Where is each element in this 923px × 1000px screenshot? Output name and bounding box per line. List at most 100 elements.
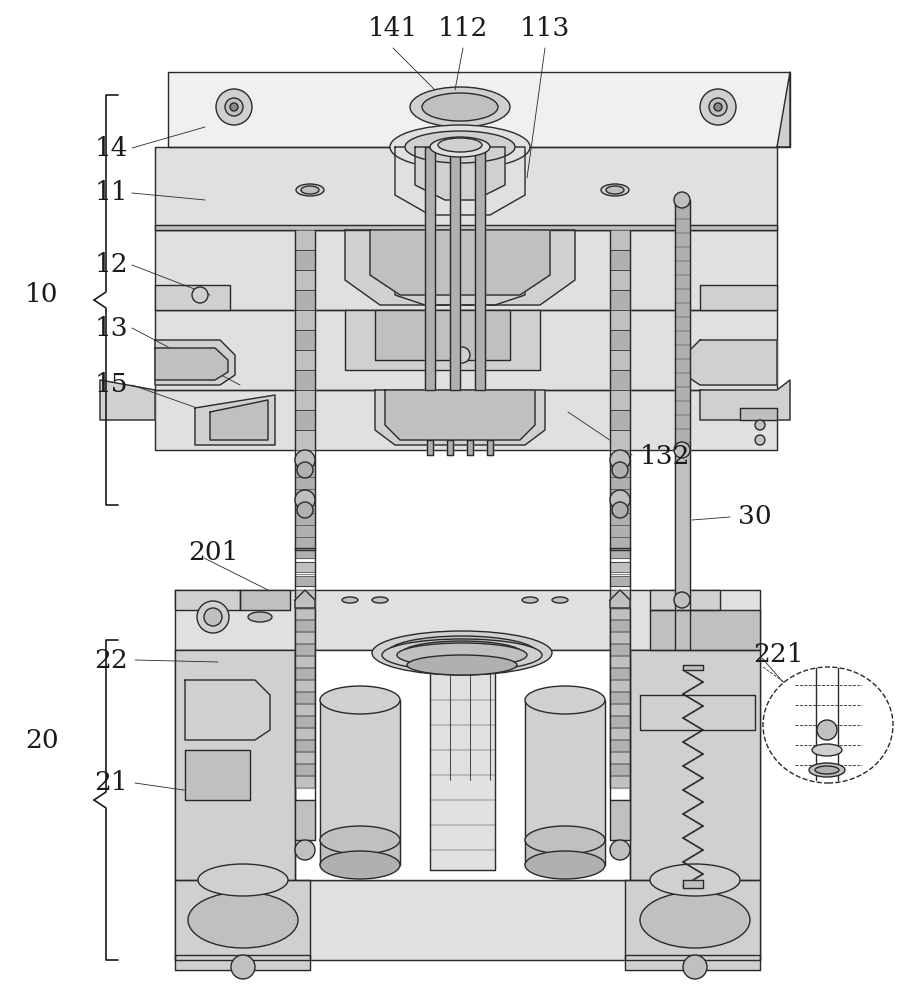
- Text: 11: 11: [94, 180, 128, 206]
- Polygon shape: [610, 390, 630, 410]
- Ellipse shape: [198, 864, 288, 896]
- Polygon shape: [740, 408, 777, 420]
- Circle shape: [755, 420, 765, 430]
- Ellipse shape: [430, 137, 490, 157]
- Polygon shape: [610, 460, 630, 550]
- Ellipse shape: [405, 131, 515, 163]
- Ellipse shape: [320, 851, 400, 879]
- Polygon shape: [155, 230, 777, 310]
- Ellipse shape: [397, 643, 527, 667]
- Polygon shape: [175, 590, 240, 610]
- Polygon shape: [295, 430, 315, 450]
- Polygon shape: [610, 410, 630, 430]
- Polygon shape: [295, 752, 315, 764]
- Polygon shape: [295, 704, 315, 716]
- Text: 12: 12: [94, 252, 128, 277]
- Polygon shape: [610, 668, 630, 680]
- Polygon shape: [295, 350, 315, 370]
- Circle shape: [674, 592, 690, 608]
- Polygon shape: [425, 147, 435, 390]
- Polygon shape: [610, 590, 630, 608]
- Polygon shape: [295, 764, 315, 776]
- Ellipse shape: [320, 826, 400, 854]
- Polygon shape: [295, 728, 315, 740]
- Polygon shape: [610, 350, 630, 370]
- Text: 15: 15: [94, 372, 128, 397]
- Polygon shape: [777, 72, 790, 147]
- Polygon shape: [155, 390, 777, 450]
- Polygon shape: [525, 700, 605, 840]
- Polygon shape: [175, 955, 310, 970]
- Circle shape: [610, 450, 630, 470]
- Polygon shape: [700, 285, 777, 310]
- Text: 141: 141: [368, 15, 418, 40]
- Polygon shape: [610, 608, 630, 620]
- Polygon shape: [610, 620, 630, 632]
- Polygon shape: [155, 348, 228, 380]
- Polygon shape: [295, 650, 630, 880]
- Polygon shape: [675, 450, 690, 600]
- Polygon shape: [155, 225, 777, 230]
- Polygon shape: [168, 72, 790, 147]
- Polygon shape: [295, 460, 315, 550]
- Polygon shape: [195, 395, 275, 445]
- Polygon shape: [295, 800, 315, 840]
- Ellipse shape: [342, 597, 358, 603]
- Polygon shape: [320, 840, 400, 865]
- Polygon shape: [295, 310, 315, 330]
- Circle shape: [709, 98, 727, 116]
- Ellipse shape: [812, 744, 842, 756]
- Polygon shape: [610, 562, 630, 572]
- Polygon shape: [295, 608, 315, 620]
- Text: 21: 21: [94, 770, 128, 796]
- Polygon shape: [295, 270, 315, 290]
- Circle shape: [204, 608, 222, 626]
- Ellipse shape: [422, 93, 498, 121]
- Polygon shape: [610, 576, 630, 586]
- Polygon shape: [610, 692, 630, 704]
- Circle shape: [700, 89, 736, 125]
- Polygon shape: [395, 147, 525, 215]
- Polygon shape: [610, 656, 630, 668]
- Circle shape: [225, 98, 243, 116]
- Text: 10: 10: [25, 282, 59, 308]
- Ellipse shape: [320, 686, 400, 714]
- Ellipse shape: [402, 641, 522, 665]
- Polygon shape: [295, 632, 315, 644]
- Text: 13: 13: [94, 316, 128, 340]
- Polygon shape: [295, 776, 315, 788]
- Polygon shape: [295, 562, 315, 572]
- Text: 221: 221: [753, 643, 804, 668]
- Ellipse shape: [407, 655, 517, 675]
- Polygon shape: [375, 310, 510, 360]
- Polygon shape: [610, 310, 630, 330]
- Polygon shape: [610, 764, 630, 776]
- Polygon shape: [295, 576, 315, 586]
- Text: 30: 30: [738, 504, 772, 530]
- Ellipse shape: [372, 631, 552, 675]
- Polygon shape: [295, 590, 315, 600]
- Polygon shape: [185, 680, 270, 740]
- Polygon shape: [295, 250, 315, 270]
- Polygon shape: [610, 644, 630, 656]
- Polygon shape: [155, 340, 235, 385]
- Ellipse shape: [296, 184, 324, 196]
- Polygon shape: [525, 840, 605, 865]
- Polygon shape: [610, 290, 630, 310]
- Polygon shape: [610, 548, 630, 558]
- Polygon shape: [610, 752, 630, 764]
- Circle shape: [295, 840, 315, 860]
- Ellipse shape: [522, 597, 538, 603]
- Polygon shape: [610, 590, 630, 600]
- Polygon shape: [685, 340, 777, 385]
- Polygon shape: [415, 147, 505, 200]
- Polygon shape: [295, 716, 315, 728]
- Polygon shape: [610, 800, 630, 840]
- Polygon shape: [385, 390, 535, 440]
- Text: 132: 132: [640, 444, 690, 470]
- Circle shape: [612, 502, 628, 518]
- Polygon shape: [610, 250, 630, 270]
- Text: 20: 20: [25, 728, 59, 752]
- Ellipse shape: [650, 864, 740, 896]
- Polygon shape: [175, 590, 760, 650]
